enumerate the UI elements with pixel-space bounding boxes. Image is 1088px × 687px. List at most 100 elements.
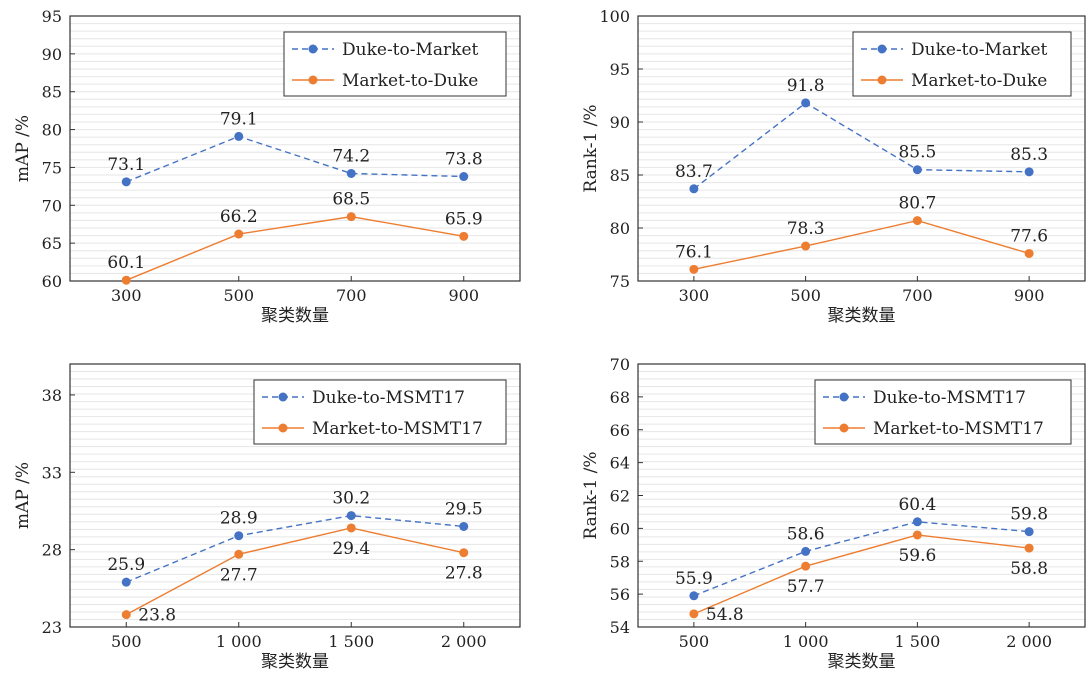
data-point — [459, 172, 469, 182]
series-dashed: 83.7 91.8 85.5 85.3 — [675, 76, 1048, 194]
data-point — [689, 264, 699, 274]
data-point — [234, 229, 244, 239]
legend-marker — [839, 423, 849, 433]
legend-box — [283, 31, 507, 97]
y-tick-label: 23 — [42, 618, 62, 637]
x-tick-label: 500 — [223, 286, 254, 305]
x-tick-label: 500 — [679, 632, 710, 651]
x-tick-label: 500 — [111, 632, 142, 651]
y-tick-label: 68 — [610, 388, 630, 407]
data-point — [121, 275, 131, 285]
y-tick-label: 33 — [42, 463, 62, 482]
data-label: 77.6 — [1010, 226, 1048, 246]
series-line — [125, 135, 464, 183]
legend-box — [852, 31, 1072, 97]
data-point — [1024, 527, 1034, 537]
data-label: 80.7 — [898, 194, 936, 214]
data-point — [459, 231, 469, 241]
y-tick-label: 65 — [42, 234, 62, 253]
legend: Duke-to-MSMT17 Market-to-MSMT17 — [253, 379, 507, 445]
series-line — [125, 514, 464, 583]
data-point — [801, 98, 811, 108]
y-tick-label: 95 — [42, 7, 62, 26]
chart-3: 23 28 33 38 500 1 000 1 500 2 000 聚类数量 mAP /% 25.9… — [13, 363, 521, 672]
data-point — [801, 241, 811, 251]
data-label: 76.1 — [675, 242, 713, 262]
data-label: 58.6 — [787, 524, 825, 544]
data-point — [346, 168, 356, 178]
data-point — [459, 521, 469, 531]
data-point — [346, 511, 356, 521]
legend-marker — [308, 75, 318, 85]
y-tick-label: 90 — [610, 113, 630, 132]
legend-label: Duke-to-Market — [911, 40, 1048, 60]
y-tick-label: 70 — [42, 196, 62, 215]
legend-label: Market-to-Duke — [342, 71, 478, 91]
series-line — [693, 534, 1030, 615]
x-tick-label: 1 500 — [894, 632, 940, 651]
data-label: 29.5 — [445, 499, 483, 519]
legend-label: Market-to-MSMT17 — [873, 419, 1044, 439]
legend-marker — [877, 44, 887, 54]
data-label: 59.8 — [1010, 505, 1048, 525]
legend-label: Duke-to-MSMT17 — [873, 388, 1026, 408]
series-solid: 60.1 66.2 68.5 65.9 — [107, 190, 483, 285]
y-tick-label: 54 — [610, 618, 630, 637]
chart-1: 60 65 70 75 80 85 90 95 300 500 700 900 聚类数量 mAP /% 73… — [13, 7, 521, 326]
data-point — [234, 131, 244, 141]
legend-label: Duke-to-MSMT17 — [312, 388, 465, 408]
y-tick-label: 70 — [610, 355, 630, 374]
y-tick-label: 85 — [42, 83, 62, 102]
data-point — [346, 523, 356, 533]
y-tick-label: 95 — [610, 60, 630, 79]
data-label: 83.7 — [675, 162, 713, 182]
legend-label: Duke-to-Market — [342, 40, 479, 60]
legend: Duke-to-MSMT17 Market-to-MSMT17 — [814, 379, 1072, 445]
data-label: 59.6 — [898, 546, 936, 566]
data-point — [912, 517, 922, 527]
y-tick-label: 80 — [42, 121, 62, 140]
x-tick-label: 900 — [1014, 286, 1045, 305]
data-point — [801, 546, 811, 556]
data-label: 85.3 — [1010, 145, 1048, 165]
data-label: 65.9 — [445, 209, 483, 229]
legend-marker — [839, 392, 849, 402]
data-point — [689, 609, 699, 619]
series-line — [125, 215, 464, 281]
data-point — [689, 591, 699, 601]
x-tick-label: 2 000 — [441, 632, 487, 651]
data-point — [346, 212, 356, 222]
legend: Duke-to-Market Market-to-Duke — [283, 31, 507, 97]
data-label: 78.3 — [787, 219, 825, 239]
x-tick-label: 700 — [902, 286, 933, 305]
y-tick-label: 56 — [610, 585, 630, 604]
plot-frame — [69, 363, 521, 628]
data-point — [689, 184, 699, 194]
x-tick-label: 1 500 — [328, 632, 374, 651]
data-label: 79.1 — [220, 109, 258, 129]
series-line — [693, 521, 1030, 597]
x-tick-label: 1 000 — [783, 632, 829, 651]
data-label: 27.7 — [220, 565, 258, 585]
series-line — [125, 527, 464, 616]
data-point — [234, 531, 244, 541]
y-tick-label: 64 — [610, 454, 630, 473]
data-point — [121, 610, 131, 620]
legend-marker — [278, 423, 288, 433]
y-tick-label: 80 — [610, 219, 630, 238]
x-tick-label: 900 — [448, 286, 479, 305]
x-tick-label: 300 — [679, 286, 710, 305]
data-point — [801, 561, 811, 571]
data-point — [459, 548, 469, 558]
y-tick-label: 62 — [610, 487, 630, 506]
legend-marker — [278, 392, 288, 402]
y-tick-label: 100 — [599, 7, 630, 26]
data-label: 73.1 — [107, 155, 145, 175]
plot-frame — [69, 15, 521, 282]
y-axis-label: mAP /% — [13, 115, 33, 182]
y-tick-label: 85 — [610, 166, 630, 185]
y-tick-label: 28 — [42, 541, 62, 560]
data-label: 29.4 — [332, 539, 370, 559]
data-point — [1024, 167, 1034, 177]
